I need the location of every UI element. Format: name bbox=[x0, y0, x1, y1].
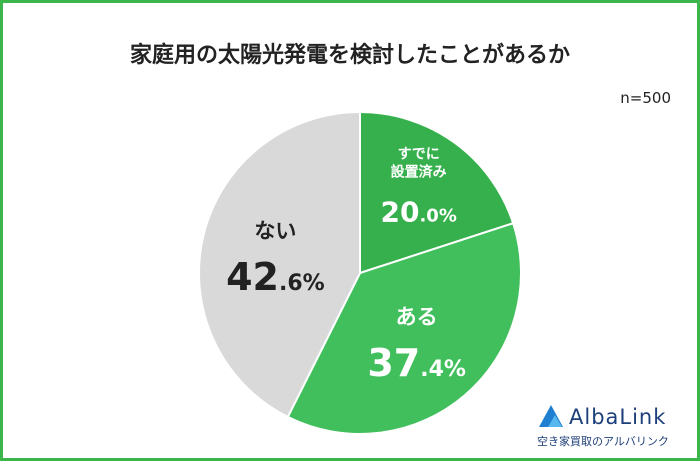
slice-label: ある bbox=[395, 304, 438, 329]
slice-label: ない bbox=[254, 218, 297, 243]
slice-label: すでに 設置済み bbox=[390, 146, 447, 181]
logo-name: AlbaLink bbox=[569, 405, 667, 429]
pie-slice bbox=[359, 110, 515, 275]
value-label: 42.6% bbox=[226, 254, 325, 299]
value-label: 20.0% bbox=[380, 195, 457, 229]
value-label: 37.4% bbox=[367, 340, 466, 385]
chart-title: 家庭用の太陽光発電を検討したことがあるか bbox=[129, 43, 570, 68]
logo-icon bbox=[539, 405, 563, 427]
pie-slice bbox=[286, 221, 522, 435]
logo-tagline: 空き家買取のアルバリンク bbox=[537, 435, 669, 448]
sample-size: n=500 bbox=[620, 89, 671, 107]
chart bbox=[198, 110, 563, 435]
pie-slice bbox=[198, 110, 361, 419]
